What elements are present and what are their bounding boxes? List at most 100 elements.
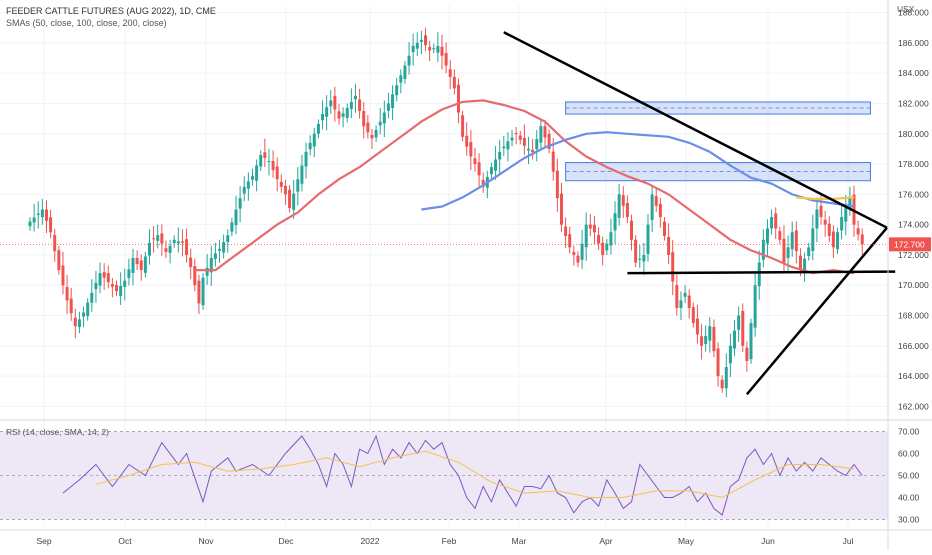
candle-body: [147, 242, 151, 256]
candle-body: [292, 193, 296, 210]
candle-body: [411, 45, 415, 53]
candle-body: [473, 158, 477, 165]
candle-body: [609, 232, 613, 246]
candle-body: [234, 209, 238, 226]
candle-body: [494, 159, 498, 171]
candle-body: [753, 285, 757, 328]
candle-body: [815, 209, 819, 229]
candle-body: [341, 113, 345, 117]
candle-body: [514, 133, 518, 135]
candle-body: [498, 151, 502, 160]
candle-body: [238, 198, 242, 209]
last-price-label: 172.700: [894, 239, 925, 249]
candle-body: [770, 217, 774, 229]
candle-body: [790, 232, 794, 250]
candle-body: [218, 248, 222, 251]
candle-body: [164, 248, 168, 252]
candle-body: [440, 46, 444, 56]
candle-body: [428, 46, 432, 51]
time-tick-label: 2022: [361, 536, 380, 546]
time-tick-label: Dec: [278, 536, 294, 546]
rsi-tick-label: 50.00: [898, 471, 920, 481]
rsi-tick-label: 30.00: [898, 514, 920, 524]
candle-body: [90, 292, 94, 303]
candle-body: [765, 228, 769, 244]
candle-body: [201, 277, 205, 306]
candle-body: [646, 224, 650, 255]
candle-body: [300, 165, 304, 184]
candle-body: [741, 310, 745, 346]
candle-body: [588, 224, 592, 229]
candle-body: [312, 133, 316, 147]
candle-body: [477, 162, 481, 176]
candle-body: [36, 213, 40, 215]
candle-body: [325, 107, 329, 117]
candle-body: [679, 300, 683, 308]
candle-body: [139, 260, 143, 271]
candle-body: [180, 241, 184, 243]
candle-body: [444, 53, 448, 66]
candle-body: [44, 209, 48, 221]
candle-body: [160, 233, 164, 244]
candle-body: [119, 285, 123, 296]
candle-body: [279, 181, 283, 187]
candle-body: [337, 111, 341, 119]
candle-body: [288, 189, 292, 208]
candle-body: [761, 239, 765, 260]
candle-body: [304, 151, 308, 167]
candle-body: [436, 45, 440, 53]
candle-body: [255, 165, 259, 181]
candle-body: [308, 142, 312, 150]
candle-body: [539, 126, 543, 143]
candle-body: [704, 335, 708, 345]
candle-body: [115, 284, 119, 292]
candle-body: [836, 232, 840, 250]
candle-body: [724, 367, 728, 389]
candle-body: [708, 326, 712, 341]
candle-body: [823, 219, 827, 225]
chart-title: FEEDER CATTLE FUTURES (AUG 2022), 1D, CM…: [6, 6, 216, 16]
candle-body: [333, 95, 337, 110]
candle-body: [798, 255, 802, 271]
trendline: [745, 226, 888, 396]
last-price-tag: [889, 237, 931, 252]
time-tick-label: Nov: [198, 536, 214, 546]
candle-body: [807, 247, 811, 257]
time-tick-label: Sep: [36, 536, 51, 546]
candle-body: [568, 234, 572, 248]
candle-body: [522, 138, 526, 146]
candle-body: [597, 234, 601, 244]
candle-body: [230, 222, 234, 232]
candle-body: [848, 197, 852, 209]
candle-body: [700, 336, 704, 346]
candle-body: [481, 179, 485, 187]
candle-body: [362, 111, 366, 127]
candle-body: [143, 256, 147, 273]
candle-body: [621, 195, 625, 206]
candle-body: [551, 151, 555, 172]
candle-body: [662, 221, 666, 237]
candle-body: [745, 347, 749, 361]
candle-body: [757, 262, 761, 287]
candle-body: [316, 123, 320, 134]
price-tick-label: 180.000: [898, 129, 929, 139]
candle-body: [353, 95, 357, 100]
candle-body: [131, 257, 135, 273]
candle-body: [584, 224, 588, 248]
candle-body: [555, 170, 559, 199]
candle-body: [49, 217, 53, 233]
candle-body: [399, 75, 403, 83]
candle-body: [695, 318, 699, 335]
candle-body: [461, 115, 465, 137]
candle-body: [576, 255, 580, 263]
candle-body: [102, 272, 106, 278]
trendline: [503, 31, 888, 229]
candle-body: [366, 122, 370, 133]
candle-body: [127, 269, 131, 278]
candle-body: [617, 194, 621, 218]
time-tick-label: Feb: [442, 536, 457, 546]
candle-body: [271, 161, 275, 171]
candle-body: [378, 121, 382, 126]
candle-body: [296, 179, 300, 192]
candle-body: [564, 226, 568, 237]
